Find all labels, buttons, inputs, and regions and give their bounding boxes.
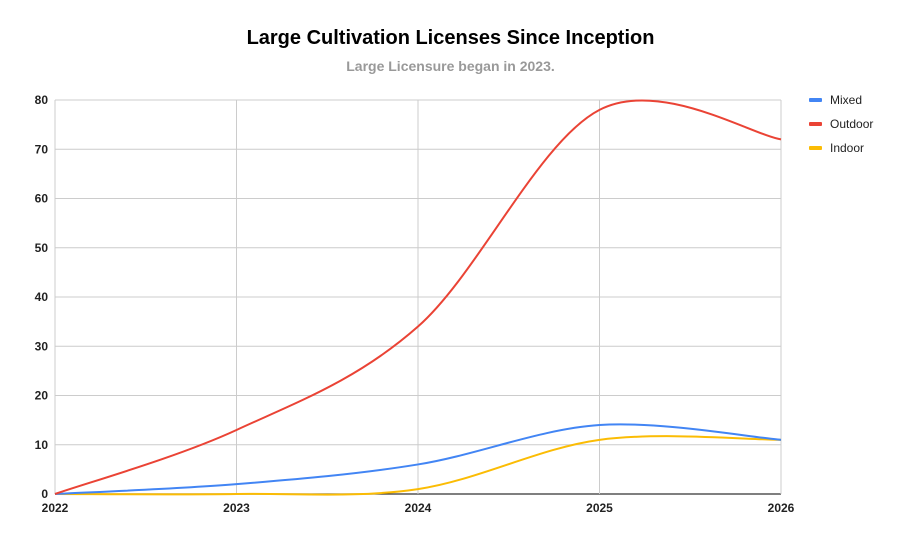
x-axis-ticks: 2022 2023 2024 2025 2026 bbox=[42, 501, 795, 515]
x-tick-label: 2024 bbox=[405, 501, 432, 515]
x-tick-label: 2023 bbox=[223, 501, 250, 515]
legend-label: Mixed bbox=[830, 93, 862, 107]
legend-item-outdoor[interactable]: Outdoor bbox=[809, 117, 873, 131]
legend: Mixed Outdoor Indoor bbox=[809, 93, 873, 155]
y-tick-label: 0 bbox=[41, 487, 48, 501]
gridlines bbox=[54, 99, 782, 495]
legend-swatch bbox=[809, 122, 822, 126]
y-tick-label: 10 bbox=[35, 438, 49, 452]
chart-subtitle: Large Licensure began in 2023. bbox=[346, 58, 555, 74]
x-tick-label: 2026 bbox=[768, 501, 795, 515]
legend-item-mixed[interactable]: Mixed bbox=[809, 93, 862, 107]
legend-swatch bbox=[809, 98, 822, 102]
series-line-outdoor bbox=[54, 99, 782, 495]
x-tick-label: 2022 bbox=[42, 501, 69, 515]
legend-label: Outdoor bbox=[830, 117, 873, 131]
legend-label: Indoor bbox=[830, 141, 864, 155]
y-tick-label: 30 bbox=[35, 339, 49, 353]
series-lines bbox=[54, 99, 782, 496]
series-line-mixed bbox=[54, 423, 782, 495]
legend-item-indoor[interactable]: Indoor bbox=[809, 141, 864, 155]
y-axis-ticks: 0 10 20 30 40 50 60 70 80 bbox=[35, 93, 49, 501]
y-tick-label: 50 bbox=[35, 241, 49, 255]
legend-swatch bbox=[809, 146, 822, 150]
series-line-indoor bbox=[54, 435, 782, 496]
x-tick-label: 2025 bbox=[586, 501, 613, 515]
y-tick-label: 70 bbox=[35, 142, 49, 156]
chart-title: Large Cultivation Licenses Since Incepti… bbox=[246, 27, 655, 49]
y-tick-label: 60 bbox=[35, 192, 49, 206]
y-tick-label: 40 bbox=[35, 290, 49, 304]
y-tick-label: 80 bbox=[35, 93, 49, 107]
y-tick-label: 20 bbox=[35, 389, 49, 403]
